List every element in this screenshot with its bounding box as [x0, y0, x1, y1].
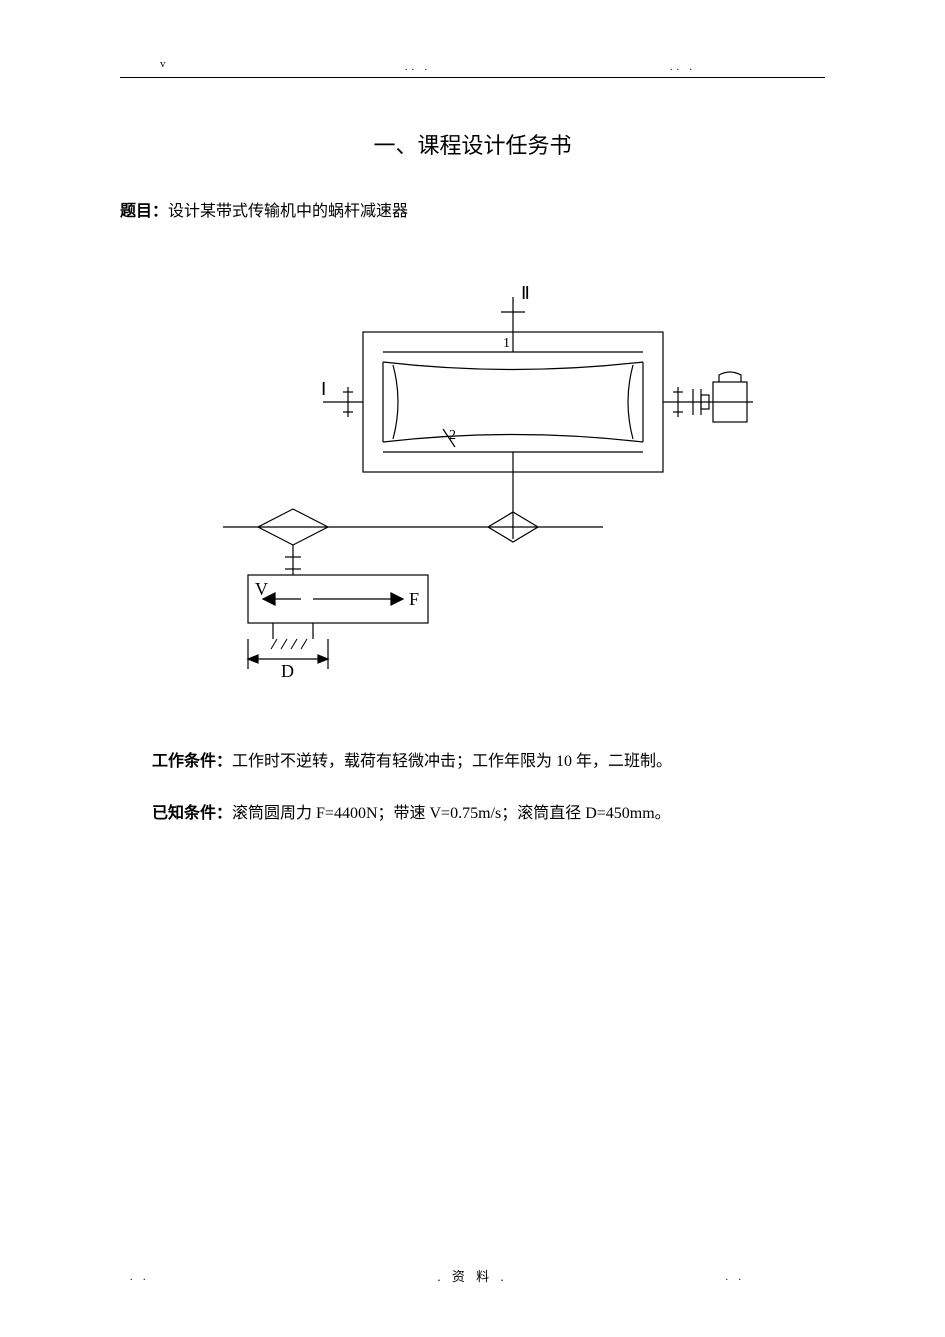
svg-text:V: V	[255, 579, 268, 599]
page-title: 一、课程设计任务书	[120, 128, 825, 160]
schematic-svg: Ⅱ 1 2 Ⅰ V F D	[193, 277, 753, 697]
topic-text: 设计某带式传输机中的蜗杆减速器	[168, 203, 408, 220]
topic-line: 题目：设计某带式传输机中的蜗杆减速器	[120, 198, 825, 227]
svg-text:1: 1	[503, 336, 510, 351]
svg-text:F: F	[409, 589, 419, 609]
svg-text:D: D	[281, 661, 294, 681]
footer-text: . 资 料 .	[0, 1266, 945, 1285]
header-v-mark: v	[160, 58, 166, 70]
work-text: 工作时不逆转，载荷有轻微冲击；工作年限为 10 年，二班制。	[232, 753, 672, 770]
work-label: 工作条件：	[152, 753, 232, 770]
svg-text:Ⅱ: Ⅱ	[521, 283, 530, 303]
work-conditions: 工作条件：工作时不逆转，载荷有轻微冲击；工作年限为 10 年，二班制。	[120, 747, 825, 777]
footer-dots-right: . .	[726, 1272, 746, 1283]
known-conditions: 已知条件：滚筒圆周力 F=4400N；带速 V=0.75m/s；滚筒直径 D=4…	[120, 799, 825, 829]
topic-label: 题目：	[120, 203, 168, 220]
header-dots-1: .. .	[405, 62, 431, 73]
header-rule: v .. . .. .	[120, 60, 825, 78]
known-text: 滚筒圆周力 F=4400N；带速 V=0.75m/s；滚筒直径 D=450mm。	[232, 805, 671, 822]
schematic-diagram: Ⅱ 1 2 Ⅰ V F D	[120, 277, 825, 697]
header-dots-2: .. .	[670, 62, 696, 73]
svg-text:Ⅰ: Ⅰ	[321, 379, 326, 399]
svg-text:2: 2	[449, 428, 456, 443]
known-label: 已知条件：	[152, 805, 232, 822]
